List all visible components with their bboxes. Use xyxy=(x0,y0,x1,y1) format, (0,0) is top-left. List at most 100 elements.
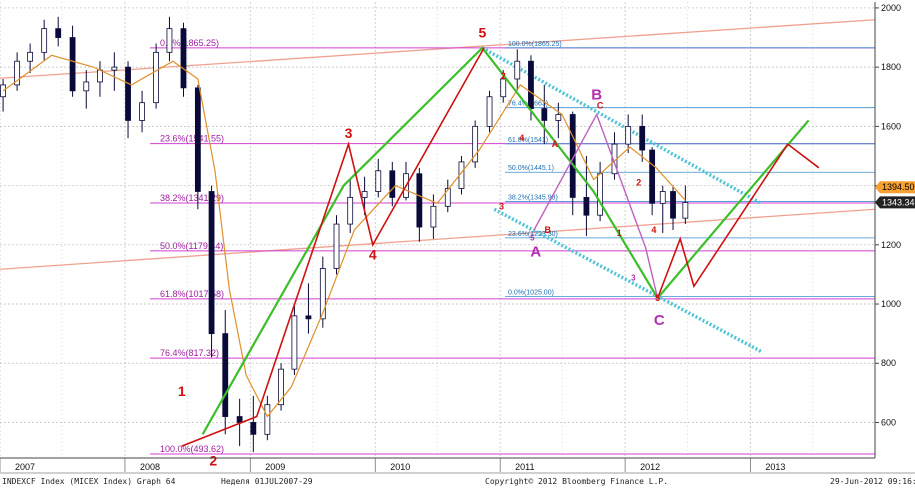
wave-label-red-small: C xyxy=(597,101,604,111)
y-tick-label: 1200 xyxy=(881,240,901,250)
wave-label-red-small: 2 xyxy=(501,71,506,81)
fib-main-label: 61.8%(1017.58) xyxy=(160,289,224,299)
fib-sub-label: 100.0%(1865.25) xyxy=(508,41,562,48)
candle-body xyxy=(139,102,145,121)
fib-sub-label: 38.2%(1345.98) xyxy=(508,195,558,202)
fib-main-label: 0.0%(1865.25) xyxy=(160,38,219,48)
wave-label-red: 4 xyxy=(369,247,377,263)
axes: 6008001000120014001600180020002007200820… xyxy=(0,2,915,474)
candle-body xyxy=(305,315,312,320)
fib-main-label: 100.0%(493.62) xyxy=(160,444,224,454)
wave-label-purple: B xyxy=(591,87,602,104)
wave-label-purple-small: 5 xyxy=(530,233,535,242)
wave-label-red-small: A xyxy=(552,139,559,149)
candle-body xyxy=(166,28,173,53)
x-tick-label: 2009 xyxy=(265,462,285,472)
footer-copyright: Copyright© 2012 Bloomberg Finance L.P. xyxy=(485,477,668,486)
elliott-wave-lines xyxy=(181,46,820,447)
chart-footer: INDEXCF Index (MICEX Index) Graph 64 Нед… xyxy=(2,477,915,486)
candle-body xyxy=(500,78,507,98)
candle-body xyxy=(444,188,451,207)
footer-timestamp: 29-Jun-2012 09:16:16 xyxy=(830,477,915,486)
price-tag-label: 1343.34 xyxy=(882,197,915,207)
fib-main-label: 76.4%(817.32) xyxy=(160,348,219,358)
wave-label-red: 5 xyxy=(478,25,486,41)
candle-body xyxy=(180,28,187,89)
fib-sub-label: 50.0%(1445.1) xyxy=(508,165,554,172)
candle-body xyxy=(555,114,562,121)
candle-body xyxy=(97,69,103,83)
candle-body xyxy=(670,191,676,219)
candle-body xyxy=(389,170,396,198)
wave-label-purple-small: 3 xyxy=(631,273,636,282)
x-tick-label: 2010 xyxy=(390,462,410,472)
candle-body xyxy=(361,191,368,198)
candle-body xyxy=(583,197,590,216)
candle-body xyxy=(236,416,243,423)
wave-label-purple: C xyxy=(654,312,665,329)
y-tick-label: 1600 xyxy=(881,121,901,131)
x-tick-label: 2013 xyxy=(765,462,785,472)
candle-body xyxy=(83,81,90,92)
footer-index-name: INDEXCF Index (MICEX Index) Graph 64 xyxy=(2,477,176,486)
candle-body xyxy=(514,60,521,80)
wave-label-red-small: 3 xyxy=(499,201,504,211)
candle-body xyxy=(649,149,656,204)
candle-body xyxy=(291,315,298,370)
y-tick-label: 800 xyxy=(881,358,896,368)
candle-body xyxy=(125,66,131,121)
wave-label-red-small: 4 xyxy=(519,133,524,143)
candle-body xyxy=(569,114,576,198)
y-tick-label: 1800 xyxy=(881,62,901,72)
candle-body xyxy=(69,37,76,92)
candle-body xyxy=(597,173,604,216)
fibonacci-lines: 0.0%(1865.25) 23.6%(1541.55) 38.2%(1341.29… xyxy=(150,38,875,455)
candle-body xyxy=(625,125,632,145)
candle-body xyxy=(375,170,382,192)
candle-body xyxy=(278,368,284,406)
candle-body xyxy=(27,51,34,62)
fib-sub-label: 23.6%(1223.30) xyxy=(508,231,558,238)
price-tag-bg xyxy=(875,181,915,194)
candle-body xyxy=(14,60,21,86)
candle-body xyxy=(55,28,62,38)
green-wave-line xyxy=(201,46,810,435)
fib-sub-label: 61.8%(1541) xyxy=(508,137,548,144)
candle-body xyxy=(264,404,271,435)
x-tick-label: 2008 xyxy=(140,462,160,472)
price-tag-bg xyxy=(875,196,915,209)
wave-label-purple: A xyxy=(530,244,541,261)
wave-label-red: 3 xyxy=(345,125,353,141)
purple-wave-line xyxy=(533,112,659,299)
grid-lines xyxy=(0,2,875,458)
trend-line xyxy=(0,208,876,270)
x-tick-label: 2012 xyxy=(640,462,660,472)
fib-sub-label: 76.4%(1663) xyxy=(508,101,548,108)
candle-body xyxy=(222,333,229,417)
candle-body xyxy=(472,125,479,163)
forecast-red-line xyxy=(656,142,820,299)
x-tick-label: 2011 xyxy=(515,462,534,472)
x-tick-label: 2007 xyxy=(15,462,35,472)
candle-body xyxy=(41,28,48,53)
fib-main-label: 50.0%(1179.44) xyxy=(160,241,223,251)
footer-period: Неделя 01JUL2007-29 xyxy=(221,477,313,486)
fib-main-label: 38.2%(1341.29) xyxy=(160,193,224,203)
moving-average xyxy=(2,54,686,418)
candle-body xyxy=(208,191,215,335)
candle-body xyxy=(659,191,666,204)
candle-body xyxy=(250,422,257,435)
candle-body xyxy=(111,66,118,71)
candle-body xyxy=(639,125,646,151)
trend-line xyxy=(0,19,876,79)
candle-body xyxy=(430,205,437,228)
candle-body xyxy=(486,96,493,127)
price-tag-label: 1394.50 xyxy=(882,182,915,192)
wave-label-red-small: B xyxy=(544,225,551,235)
candle-body xyxy=(333,223,340,269)
channel-line xyxy=(493,207,762,353)
y-tick-label: 2000 xyxy=(881,3,901,13)
red-wave-line xyxy=(181,47,485,447)
candle-body xyxy=(194,87,201,192)
wave-label-red-small: 2 xyxy=(636,178,641,188)
